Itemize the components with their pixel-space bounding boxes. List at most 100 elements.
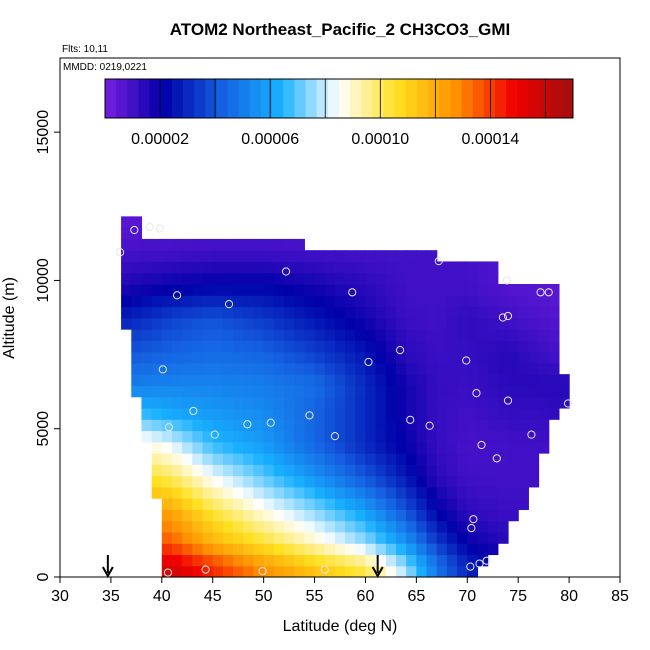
heat-cell [202, 464, 214, 477]
heat-cell [151, 272, 163, 285]
heat-cell [243, 385, 255, 398]
heat-cell [426, 385, 438, 398]
x-tick-label: 50 [255, 588, 273, 605]
heat-cell [467, 396, 479, 409]
heat-cell [253, 261, 265, 274]
heat-cell [131, 238, 143, 251]
heat-cell [406, 261, 417, 274]
heat-cell [396, 464, 407, 477]
heat-cell [294, 520, 305, 533]
heat-cell [141, 238, 153, 251]
heat-cell [334, 340, 346, 353]
heat-cell [273, 407, 285, 420]
heat-cell [487, 385, 499, 398]
heat-cell [446, 385, 458, 398]
heat-cell [365, 351, 377, 364]
heat-cell [385, 385, 397, 398]
heat-cell [243, 509, 255, 522]
heat-cell [426, 250, 438, 263]
heat-cell [345, 261, 356, 274]
x-tick-label: 85 [611, 588, 629, 605]
heat-cell [355, 543, 367, 556]
heat-cell [314, 565, 326, 578]
heat-cell [345, 565, 356, 578]
sample-point [210, 430, 219, 439]
heat-cell [426, 520, 438, 533]
heat-cell [528, 407, 540, 420]
heat-cell [284, 238, 295, 251]
heat-cell [538, 374, 550, 387]
heat-cell [202, 509, 214, 522]
heat-cell [477, 453, 489, 465]
heat-cell [365, 374, 377, 387]
heat-cell [487, 407, 499, 420]
heat-cell [233, 554, 244, 567]
heat-cell [314, 261, 326, 274]
heat-cell [345, 520, 356, 533]
heat-cell [192, 475, 204, 488]
heat-cell [172, 374, 183, 387]
sample-point [364, 357, 373, 367]
heat-cell [548, 329, 560, 341]
heat-cell [487, 272, 499, 285]
heat-cell [273, 430, 285, 443]
heat-cell [345, 531, 356, 544]
heat-cell [406, 565, 417, 578]
heat-cell [385, 543, 397, 556]
heat-cell [467, 261, 479, 274]
heat-cell [385, 283, 397, 296]
heat-cell [457, 430, 468, 443]
heat-cell [436, 261, 448, 274]
heat-cell [202, 453, 214, 465]
heat-cell [121, 272, 132, 285]
heat-cell [406, 283, 417, 296]
heat-cell [222, 407, 234, 420]
heat-cell [151, 238, 163, 251]
heat-cell [426, 340, 438, 353]
heat-cell [497, 486, 509, 499]
heat-cell [426, 374, 438, 387]
heat-cell [202, 362, 214, 375]
heat-cell [457, 486, 468, 499]
heat-cell [345, 250, 356, 263]
heat-cell [385, 475, 397, 488]
heat-cell [355, 283, 367, 296]
heat-cell [467, 441, 479, 454]
heat-cell [334, 362, 346, 375]
heat-cell [558, 385, 570, 398]
heat-cell [253, 486, 265, 499]
heat-cell [436, 283, 448, 296]
heat-cell [355, 306, 367, 319]
heat-cell [172, 385, 183, 398]
colorbar-segment [138, 79, 151, 118]
heat-cell [151, 250, 163, 263]
heat-cell [375, 509, 387, 522]
heat-cell [457, 272, 468, 285]
heat-cell [508, 509, 519, 522]
heat-cell [457, 520, 468, 533]
heat-cell [202, 531, 214, 544]
heat-cell [345, 407, 356, 420]
heat-cell [334, 283, 346, 296]
heat-cell [202, 317, 214, 330]
heat-cell [385, 430, 397, 443]
heat-cell [222, 543, 234, 556]
heat-cell [385, 250, 397, 263]
heat-cell [314, 295, 326, 308]
heat-cell [487, 340, 499, 353]
heat-cell [314, 272, 326, 285]
heat-cell [121, 238, 132, 251]
heat-cell [314, 531, 326, 544]
heat-cell [528, 340, 540, 353]
heat-cell [212, 554, 224, 567]
heat-cell [406, 543, 417, 556]
heat-cell [375, 317, 387, 330]
heat-cell [182, 509, 193, 522]
heat-cell [161, 295, 173, 308]
x-tick-label: 45 [204, 588, 222, 605]
heat-cell [548, 340, 560, 353]
heat-cell [548, 306, 560, 319]
heat-cell [294, 306, 305, 319]
heat-cell [345, 396, 356, 409]
heat-cell [151, 351, 163, 364]
